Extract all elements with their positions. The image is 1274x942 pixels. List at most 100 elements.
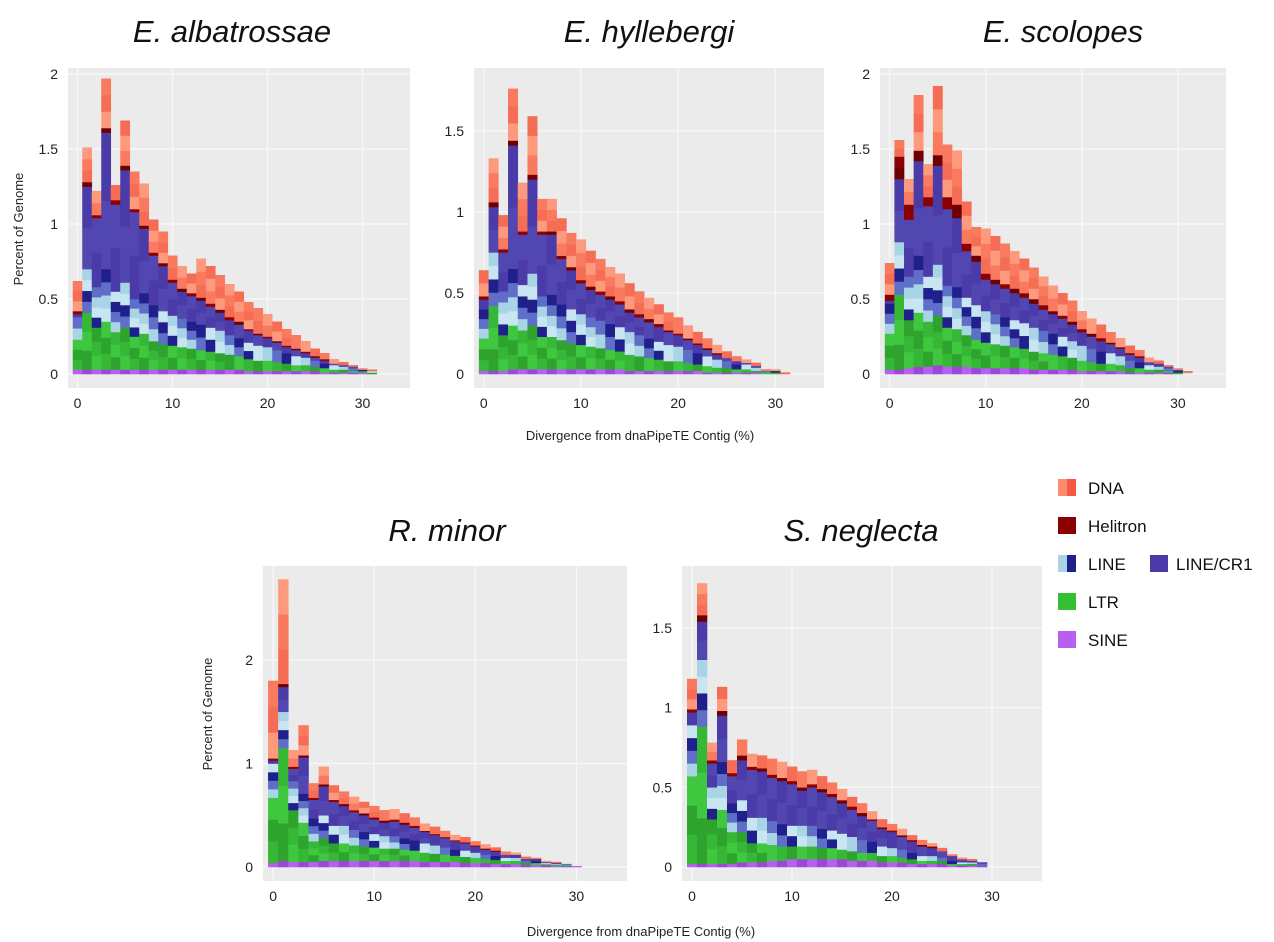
bar-segment-dna xyxy=(767,758,778,775)
bar-segment-dna xyxy=(268,732,279,759)
bar-segment-line-cr1 xyxy=(727,776,738,790)
panel-e-scolopes: E. scolopes 0 10 20 30 0 0.5 1 1.5 2 xyxy=(851,14,1226,411)
bar-segment-line-cr1 xyxy=(460,843,471,851)
bar-segment-sine xyxy=(884,369,895,375)
plot-area: 0 10 20 30 0 0.5 1 1.5 xyxy=(445,68,824,411)
bar-segment-dna xyxy=(807,769,818,785)
bar-segment-line xyxy=(101,269,112,283)
bar-segment-line xyxy=(148,329,159,342)
bar-segment-line xyxy=(894,281,905,295)
bar-segment-line xyxy=(990,324,1001,335)
bar-segment-line xyxy=(894,268,905,282)
bar-segment-helitron xyxy=(110,200,121,205)
bar-segment-dna xyxy=(932,109,943,133)
bar-segment-dna xyxy=(1019,281,1030,294)
bar-segment-sine xyxy=(527,369,538,375)
legend-item-ltr: LTR xyxy=(1058,593,1119,612)
plot-area: 0 10 20 30 0 1 2 xyxy=(245,566,627,904)
bar-segment-line-cr1 xyxy=(913,161,924,209)
bar-segment-line-cr1 xyxy=(767,777,778,800)
bar-segment-dna xyxy=(595,269,606,281)
bar-segment-ltr xyxy=(298,835,309,850)
bar-segment-ltr xyxy=(980,342,991,356)
bar-segment-line-cr1 xyxy=(747,769,758,794)
bar-segment-line xyxy=(566,331,577,344)
bar-segment-dna xyxy=(508,105,519,124)
bar-segment-line xyxy=(139,293,150,304)
bar-segment-line-cr1 xyxy=(644,322,655,339)
bar-segment-ltr xyxy=(663,361,674,372)
bar-segment-sine xyxy=(556,369,567,375)
bar-segment-dna xyxy=(281,337,292,346)
bar-segment-helitron xyxy=(101,128,112,133)
bar-segment-dna xyxy=(913,95,924,114)
bar-segment-dna xyxy=(243,320,254,330)
bar-segment-line xyxy=(797,835,808,847)
bar-segment-dna xyxy=(329,359,340,364)
bar-segment-dna xyxy=(488,172,499,188)
bar-segment-helitron xyxy=(717,710,728,716)
bar-segment-dna xyxy=(1153,360,1164,364)
bar-segment-sine xyxy=(224,369,235,375)
bar-segment-line-cr1 xyxy=(923,241,934,277)
bar-segment-helitron xyxy=(817,788,828,793)
bar-segment-helitron xyxy=(1019,293,1030,298)
bar-segment-dna xyxy=(653,314,664,325)
bar-segment-line xyxy=(897,849,908,858)
bar-segment-ltr xyxy=(967,863,978,866)
bar-segment-line-cr1 xyxy=(91,252,102,288)
bar-segment-sine xyxy=(498,370,509,375)
bar-segment-line-cr1 xyxy=(359,823,370,833)
bar-segment-dna xyxy=(308,790,319,798)
x-tick-label: 0 xyxy=(269,888,277,904)
bar-segment-helitron xyxy=(281,345,292,348)
bar-segment-ltr xyxy=(278,747,289,786)
bar-segment-line-cr1 xyxy=(787,804,798,826)
bar-segment-helitron xyxy=(328,799,340,803)
bar-segment-dna xyxy=(1009,263,1020,277)
plot-area: 0 10 20 30 0 0.5 1 1.5 2 xyxy=(851,66,1226,411)
bar-segment-line xyxy=(877,846,888,857)
bar-segment-dna xyxy=(177,277,188,289)
bar-segment-line-cr1 xyxy=(1115,348,1126,357)
bar-segment-ltr xyxy=(932,348,943,366)
bar-segment-sine xyxy=(1048,369,1059,375)
bar-segment-sine xyxy=(262,371,273,375)
bar-segment-line-cr1 xyxy=(148,280,159,306)
bar-segment-line xyxy=(167,325,178,336)
x-tick-label: 20 xyxy=(1074,395,1090,411)
bar-segment-line xyxy=(717,773,728,786)
bar-segment-ltr xyxy=(913,348,924,367)
bar-segment-ltr xyxy=(91,355,102,370)
bar-segment-ltr xyxy=(546,336,557,348)
bar-segment-line xyxy=(747,830,758,844)
bar-segment-line-cr1 xyxy=(167,282,178,300)
bar-segment-line-cr1 xyxy=(767,799,778,822)
bar-segment-ltr xyxy=(884,333,895,346)
bar-segment-dna xyxy=(300,341,311,352)
bar-segment-line xyxy=(737,821,748,833)
bar-segment-dna xyxy=(520,856,532,860)
bar-segment-line xyxy=(328,825,340,835)
bar-segment-dna xyxy=(537,198,548,210)
bar-segment-dna xyxy=(72,291,83,302)
bar-segment-line-cr1 xyxy=(348,366,359,369)
y-tick-label: 0 xyxy=(664,859,672,875)
bar-segment-line-cr1 xyxy=(777,780,788,803)
bar-segment-helitron xyxy=(917,844,928,847)
bar-segment-helitron xyxy=(517,231,528,235)
bar-segment-line xyxy=(817,838,828,849)
bar-segment-line xyxy=(990,334,1001,345)
bar-segment-line-cr1 xyxy=(310,357,321,361)
bar-segment-line-cr1 xyxy=(1173,369,1184,372)
bar-segment-dna xyxy=(797,771,808,788)
bar-segment-dna xyxy=(683,325,694,339)
bar-segment-sine xyxy=(727,863,738,868)
bar-segment-dna xyxy=(556,243,567,256)
bar-segment-dna xyxy=(298,735,309,746)
x-tick-label: 20 xyxy=(670,395,686,411)
bar-segment-dna xyxy=(527,116,538,136)
bar-segment-line xyxy=(120,293,131,306)
bar-segment-line-cr1 xyxy=(281,347,292,354)
ltr-swatch xyxy=(1058,593,1076,610)
